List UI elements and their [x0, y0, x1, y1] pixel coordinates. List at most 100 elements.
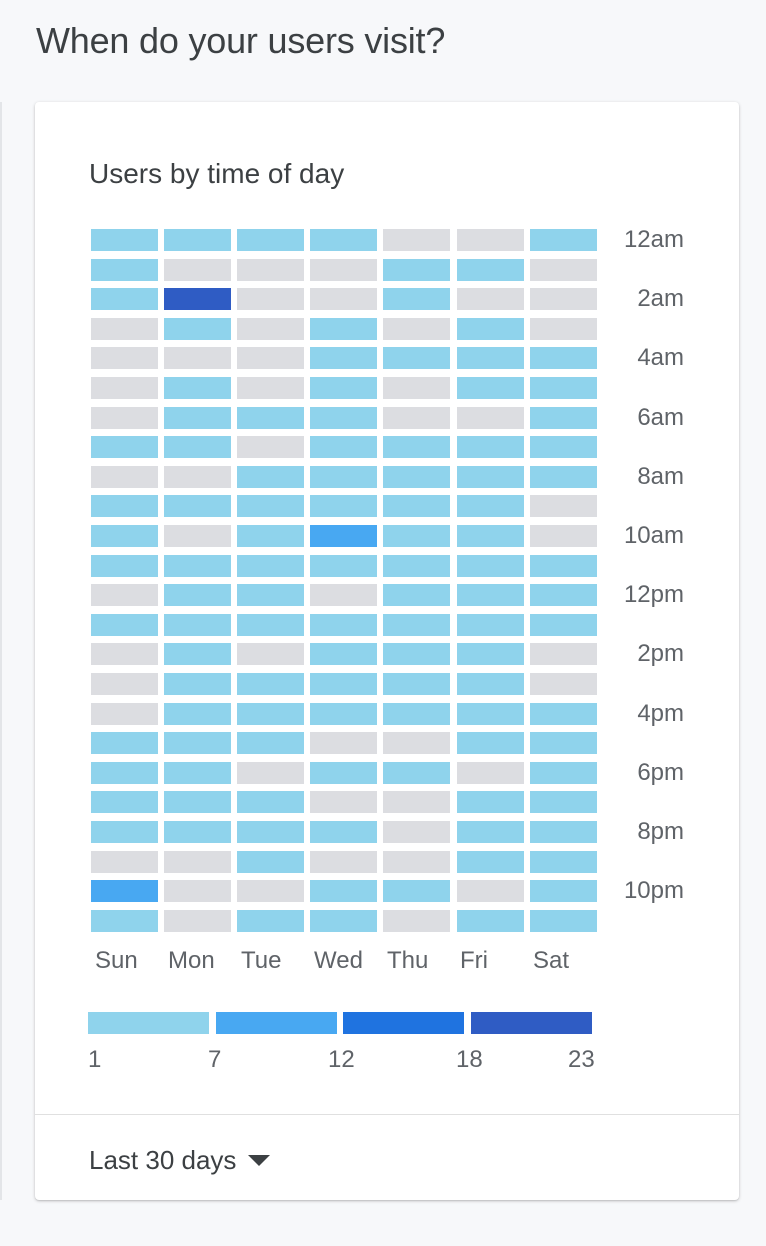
heatmap-cell-tue-14[interactable] [237, 643, 305, 666]
heatmap-cell-wed-11[interactable] [310, 554, 378, 577]
heatmap-cell-tue-16[interactable] [237, 702, 305, 725]
heatmap-cell-mon-4[interactable] [164, 347, 232, 370]
heatmap-cell-sun-8[interactable] [91, 465, 158, 488]
heatmap-cell-fri-14[interactable] [456, 643, 524, 666]
heatmap-cell-fri-21[interactable] [456, 850, 524, 873]
heatmap-cell-fri-8[interactable] [456, 465, 524, 488]
heatmap-cell-sun-15[interactable] [91, 673, 158, 695]
heatmap-cell-mon-17[interactable] [164, 732, 232, 755]
heatmap-cell-sun-16[interactable] [91, 702, 158, 725]
heatmap-cell-sun-23[interactable] [91, 909, 158, 932]
heatmap-cell-tue-2[interactable] [237, 288, 305, 311]
heatmap-cell-sat-4[interactable] [529, 347, 597, 370]
heatmap-cell-mon-23[interactable] [164, 909, 232, 932]
heatmap-cell-mon-15[interactable] [164, 673, 232, 695]
heatmap-cell-tue-10[interactable] [237, 525, 305, 547]
heatmap-cell-sun-21[interactable] [91, 850, 158, 873]
heatmap-cell-sun-20[interactable] [91, 821, 158, 843]
date-range-dropdown[interactable]: Last 30 days [89, 1140, 271, 1180]
heatmap-cell-fri-3[interactable] [456, 317, 524, 340]
heatmap-cell-tue-17[interactable] [237, 732, 305, 755]
heatmap-cell-mon-7[interactable] [164, 436, 232, 459]
heatmap-cell-sat-19[interactable] [529, 791, 597, 814]
heatmap-cell-wed-5[interactable] [310, 377, 378, 399]
heatmap-cell-mon-6[interactable] [164, 406, 232, 429]
heatmap-cell-tue-22[interactable] [237, 880, 305, 903]
heatmap-cell-wed-4[interactable] [310, 347, 378, 370]
heatmap-cell-thu-8[interactable] [383, 465, 451, 488]
heatmap-cell-sun-13[interactable] [91, 613, 158, 636]
heatmap-cell-sat-20[interactable] [529, 821, 597, 843]
heatmap-cell-thu-15[interactable] [383, 673, 451, 695]
heatmap-cell-tue-11[interactable] [237, 554, 305, 577]
heatmap-cell-wed-0[interactable] [310, 229, 378, 251]
heatmap-cell-mon-9[interactable] [164, 495, 232, 518]
heatmap-cell-wed-20[interactable] [310, 821, 378, 843]
heatmap-cell-thu-17[interactable] [383, 732, 451, 755]
heatmap-cell-tue-5[interactable] [237, 377, 305, 399]
heatmap-cell-sun-6[interactable] [91, 406, 158, 429]
heatmap-cell-tue-7[interactable] [237, 436, 305, 459]
heatmap-cell-tue-18[interactable] [237, 761, 305, 784]
heatmap-cell-sun-7[interactable] [91, 436, 158, 459]
heatmap-cell-mon-20[interactable] [164, 821, 232, 843]
heatmap-cell-sun-3[interactable] [91, 317, 158, 340]
heatmap-cell-mon-8[interactable] [164, 465, 232, 488]
heatmap-cell-thu-4[interactable] [383, 347, 451, 370]
heatmap-cell-thu-7[interactable] [383, 436, 451, 459]
heatmap-cell-wed-10[interactable] [310, 525, 378, 547]
heatmap-cell-sat-6[interactable] [529, 406, 597, 429]
heatmap-cell-thu-16[interactable] [383, 702, 451, 725]
heatmap-cell-fri-7[interactable] [456, 436, 524, 459]
heatmap-cell-fri-20[interactable] [456, 821, 524, 843]
heatmap-cell-tue-20[interactable] [237, 821, 305, 843]
heatmap-cell-thu-20[interactable] [383, 821, 451, 843]
heatmap-cell-sat-12[interactable] [529, 584, 597, 607]
heatmap-cell-sat-13[interactable] [529, 613, 597, 636]
heatmap-cell-sun-12[interactable] [91, 584, 158, 607]
heatmap-cell-wed-21[interactable] [310, 850, 378, 873]
heatmap-cell-sat-14[interactable] [529, 643, 597, 666]
heatmap-cell-mon-1[interactable] [164, 258, 232, 281]
heatmap-cell-wed-17[interactable] [310, 732, 378, 755]
heatmap-cell-fri-17[interactable] [456, 732, 524, 755]
heatmap-cell-mon-19[interactable] [164, 791, 232, 814]
heatmap-cell-fri-0[interactable] [456, 229, 524, 251]
heatmap-cell-sat-5[interactable] [529, 377, 597, 399]
heatmap-cell-mon-16[interactable] [164, 702, 232, 725]
heatmap-cell-sat-10[interactable] [529, 525, 597, 547]
heatmap-cell-mon-21[interactable] [164, 850, 232, 873]
heatmap-cell-thu-3[interactable] [383, 317, 451, 340]
heatmap-cell-thu-2[interactable] [383, 288, 451, 311]
heatmap-cell-mon-10[interactable] [164, 525, 232, 547]
heatmap-cell-wed-13[interactable] [310, 613, 378, 636]
heatmap-cell-fri-10[interactable] [456, 525, 524, 547]
heatmap-cell-sat-22[interactable] [529, 880, 597, 903]
heatmap-cell-tue-21[interactable] [237, 850, 305, 873]
heatmap-cell-mon-3[interactable] [164, 317, 232, 340]
heatmap-cell-fri-15[interactable] [456, 673, 524, 695]
heatmap-cell-mon-5[interactable] [164, 377, 232, 399]
heatmap-cell-thu-6[interactable] [383, 406, 451, 429]
heatmap-cell-fri-2[interactable] [456, 288, 524, 311]
heatmap-cell-tue-6[interactable] [237, 406, 305, 429]
heatmap-cell-thu-12[interactable] [383, 584, 451, 607]
heatmap-cell-wed-6[interactable] [310, 406, 378, 429]
heatmap-cell-sun-0[interactable] [91, 229, 158, 251]
heatmap-cell-sat-15[interactable] [529, 673, 597, 695]
heatmap-cell-thu-14[interactable] [383, 643, 451, 666]
heatmap-cell-fri-16[interactable] [456, 702, 524, 725]
heatmap-cell-sat-7[interactable] [529, 436, 597, 459]
heatmap-cell-fri-23[interactable] [456, 909, 524, 932]
heatmap-cell-fri-11[interactable] [456, 554, 524, 577]
heatmap-cell-thu-5[interactable] [383, 377, 451, 399]
heatmap-cell-sun-2[interactable] [91, 288, 158, 311]
heatmap-cell-sat-16[interactable] [529, 702, 597, 725]
heatmap-cell-sat-11[interactable] [529, 554, 597, 577]
heatmap-cell-sun-5[interactable] [91, 377, 158, 399]
heatmap-cell-sun-18[interactable] [91, 761, 158, 784]
heatmap-cell-tue-15[interactable] [237, 673, 305, 695]
heatmap-cell-tue-9[interactable] [237, 495, 305, 518]
heatmap-cell-sun-11[interactable] [91, 554, 158, 577]
heatmap-cell-sat-9[interactable] [529, 495, 597, 518]
